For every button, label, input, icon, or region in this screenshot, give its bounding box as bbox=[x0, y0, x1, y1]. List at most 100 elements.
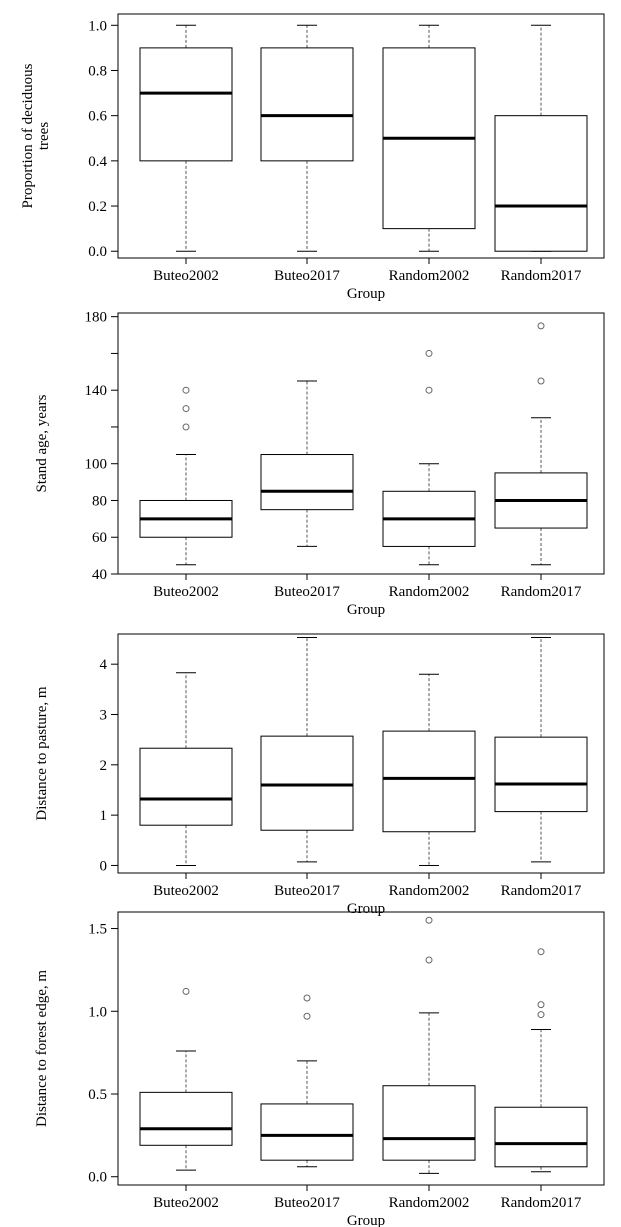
x-category-label: Buteo2002 bbox=[153, 268, 219, 284]
outlier-point bbox=[425, 916, 433, 924]
x-category-label: Buteo2017 bbox=[274, 268, 340, 284]
box-Random2017 bbox=[494, 322, 588, 566]
x-category-label: Random2002 bbox=[389, 584, 470, 600]
x-axis-title: Group bbox=[347, 602, 385, 618]
outlier-point bbox=[182, 386, 190, 394]
y-tick-label: 0 bbox=[100, 858, 108, 874]
outlier-point bbox=[537, 377, 545, 385]
outlier-point bbox=[537, 1001, 545, 1009]
x-axis-title: Group bbox=[347, 286, 385, 302]
y-axis-title-line: trees bbox=[36, 122, 52, 150]
y-tick-label: 0.8 bbox=[88, 63, 107, 79]
x-category-label: Buteo2017 bbox=[274, 584, 340, 600]
y-tick-label: 1.0 bbox=[88, 1004, 107, 1020]
x-category-label: Random2017 bbox=[501, 584, 582, 600]
x-category-label: Random2002 bbox=[389, 883, 470, 899]
y-tick-label: 0.6 bbox=[88, 109, 107, 125]
y-tick-label: 80 bbox=[92, 493, 107, 509]
box-Random2002 bbox=[382, 916, 476, 1174]
y-axis-title-line: Distance to pasture, m bbox=[34, 686, 50, 820]
y-tick-label: 0.4 bbox=[88, 154, 107, 170]
y-tick-label: 0.2 bbox=[88, 199, 107, 215]
outlier-point bbox=[537, 948, 545, 956]
y-tick-label: 180 bbox=[85, 310, 108, 326]
iqr-box bbox=[139, 747, 233, 826]
y-tick-label: 3 bbox=[100, 708, 108, 724]
box-Random2002 bbox=[382, 673, 476, 866]
x-category-label: Random2002 bbox=[389, 1195, 470, 1211]
iqr-box bbox=[139, 1091, 233, 1146]
iqr-box bbox=[382, 730, 476, 833]
box-Buteo2002 bbox=[139, 386, 233, 566]
y-tick-label: 2 bbox=[100, 758, 108, 774]
y-tick-label: 1.0 bbox=[88, 18, 107, 34]
box-Buteo2017 bbox=[260, 994, 354, 1168]
box-Buteo2002 bbox=[139, 24, 233, 252]
x-category-label: Buteo2002 bbox=[153, 1195, 219, 1211]
box-Buteo2002 bbox=[139, 672, 233, 866]
outlier-point bbox=[425, 349, 433, 357]
plot-frame bbox=[117, 13, 605, 259]
iqr-box bbox=[260, 735, 354, 831]
chart-panel-2: 40 60 80 100 140 180 Stand age, years Buteo2002… bbox=[34, 310, 605, 618]
x-axis-title: Group bbox=[347, 901, 385, 917]
y-tick-label: 0.5 bbox=[88, 1087, 107, 1103]
plot-frame bbox=[117, 633, 605, 874]
plot-frame bbox=[117, 911, 605, 1186]
box-Random2002 bbox=[382, 349, 476, 566]
x-category-label: Buteo2017 bbox=[274, 883, 340, 899]
chart-panel-3: 0 1 2 3 4 Distance to pasture, m Buteo2002 Bute… bbox=[34, 633, 605, 917]
x-category-label: Buteo2002 bbox=[153, 883, 219, 899]
y-axis-title-line: Stand age, years bbox=[34, 394, 50, 492]
y-axis-title: Proportion of deciduoustrees bbox=[20, 63, 52, 208]
box-Random2017 bbox=[494, 948, 588, 1173]
outlier-point bbox=[537, 1011, 545, 1019]
x-category-label: Buteo2017 bbox=[274, 1195, 340, 1211]
box-Buteo2002 bbox=[139, 987, 233, 1171]
y-tick-label: 1 bbox=[100, 808, 108, 824]
outlier-point bbox=[182, 987, 190, 995]
iqr-box bbox=[260, 47, 354, 162]
x-category-label: Random2017 bbox=[501, 1195, 582, 1211]
y-tick-label: 40 bbox=[92, 567, 107, 583]
iqr-box bbox=[139, 47, 233, 162]
box-Buteo2017 bbox=[260, 380, 354, 547]
y-tick-label: 4 bbox=[100, 657, 108, 673]
x-category-label: Random2017 bbox=[501, 268, 582, 284]
iqr-box bbox=[382, 1085, 476, 1161]
outlier-point bbox=[425, 956, 433, 964]
y-tick-label: 0.0 bbox=[88, 244, 107, 260]
box-Buteo2017 bbox=[260, 24, 354, 252]
y-axis-title-line: Proportion of deciduous bbox=[20, 63, 36, 208]
plot-frame bbox=[117, 312, 605, 575]
y-axis-title: Stand age, years bbox=[34, 394, 50, 492]
y-tick-label: 0.0 bbox=[88, 1170, 107, 1186]
y-tick-label: 100 bbox=[85, 457, 108, 473]
outlier-point bbox=[182, 405, 190, 413]
outlier-point bbox=[303, 1012, 311, 1020]
iqr-box bbox=[260, 1103, 354, 1161]
iqr-box bbox=[260, 454, 354, 511]
box-Buteo2017 bbox=[260, 637, 354, 863]
outlier-point bbox=[303, 994, 311, 1002]
iqr-box bbox=[494, 736, 588, 813]
x-category-label: Random2017 bbox=[501, 883, 582, 899]
box-Random2017 bbox=[494, 24, 588, 252]
x-axis-title: Group bbox=[347, 1213, 385, 1227]
outlier-point bbox=[182, 423, 190, 431]
y-axis-title: Distance to pasture, m bbox=[34, 686, 50, 820]
box-Random2017 bbox=[494, 637, 588, 863]
x-category-label: Buteo2002 bbox=[153, 584, 219, 600]
chart-panel-1: 0.0 0.2 0.4 0.6 0.8 1.0 Proportion of deciduou… bbox=[20, 13, 605, 302]
iqr-box bbox=[494, 115, 588, 252]
outlier-point bbox=[537, 322, 545, 330]
y-axis-title: Distance to forest edge, m bbox=[34, 970, 50, 1127]
y-tick-label: 140 bbox=[85, 383, 108, 399]
chart-panel-4: 0.0 0.5 1.0 1.5 Distance to forest edge, m Bu… bbox=[34, 911, 605, 1227]
x-category-label: Random2002 bbox=[389, 268, 470, 284]
y-tick-label: 1.5 bbox=[88, 922, 107, 938]
y-tick-label: 60 bbox=[92, 530, 107, 546]
outlier-point bbox=[425, 386, 433, 394]
y-axis-title-line: Distance to forest edge, m bbox=[34, 970, 50, 1127]
